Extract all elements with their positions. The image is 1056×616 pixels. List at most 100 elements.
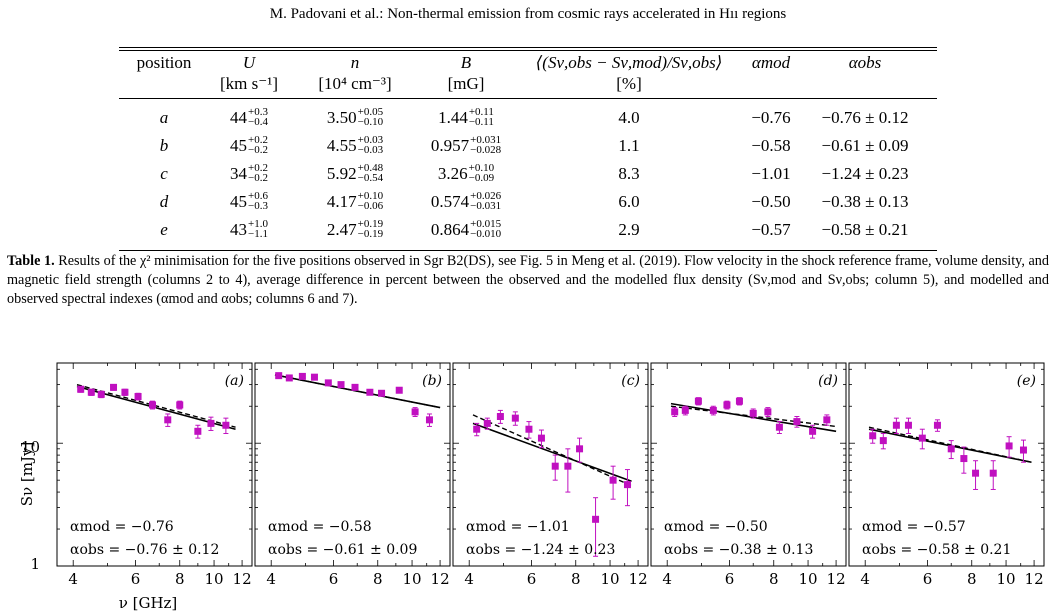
panel-e: 4 6 8 10 12 (e) αmod = −0.57 αobs = −0.58 ± 0.2…: [848, 362, 1045, 588]
cell-alpha-obs: −1.24 ± 0.23: [821, 164, 909, 183]
x-tick-label: 4: [266, 570, 276, 588]
cell-diff: 6.0: [618, 192, 640, 211]
data-point: [576, 445, 584, 453]
data-point: [411, 408, 419, 416]
obs-fit-line: [76, 383, 236, 428]
cell-U-errors: +0.2 −0.2: [248, 162, 268, 185]
cell-B-errors: +0.015 −0.010: [470, 218, 502, 240]
data-point: [366, 388, 374, 396]
cell-n: 5.92 +0.48 −0.54: [326, 162, 384, 185]
x-tick-label: 10: [601, 570, 620, 588]
data-point: [823, 416, 831, 424]
cell-B-errors: +0.10 −0.09: [468, 162, 495, 185]
cell-B-value: 3.26: [437, 164, 468, 183]
cell-U: 34 +0.2 −0.2: [230, 162, 268, 185]
data-point: [775, 423, 783, 431]
data-point: [496, 413, 504, 421]
x-tick-label: 10: [997, 570, 1016, 588]
data-point: [324, 379, 332, 387]
panel-d: 4 6 8 10 12 (d) αmod = −0.50 αobs = −0.38 ± 0.1…: [650, 362, 847, 588]
data-point: [918, 434, 926, 442]
table-top-rule-2: [119, 50, 937, 51]
cell-U-lower-error: −0.2: [248, 172, 268, 185]
cell-U-upper-error: +0.2: [248, 162, 268, 175]
data-point: [87, 388, 95, 396]
cell-U-upper-error: +0.3: [248, 106, 268, 119]
x-tick-label: 8: [967, 570, 977, 588]
col-header-n: n: [350, 53, 360, 72]
table-top-rule: [119, 47, 937, 48]
cell-n-upper-error: +0.48: [357, 162, 384, 175]
data-point: [869, 432, 877, 440]
cell-B-lower-error: −0.031: [470, 200, 502, 213]
x-tick-label: 10: [799, 570, 818, 588]
obs-fit-line: [670, 405, 837, 428]
cell-B-lower-error: −0.028: [470, 144, 502, 157]
alpha-obs-annotation: αobs = −0.58 ± 0.21: [862, 542, 1011, 558]
data-point: [110, 383, 118, 391]
x-tick-label: 4: [464, 570, 474, 588]
panel-frame: [56, 362, 253, 567]
cell-B-lower-error: −0.11: [468, 116, 494, 129]
cell-n: 3.50 +0.05 −0.10: [327, 107, 384, 129]
panel-c: 4 6 8 10 12 (c) αmod = −1.01 αobs = −1.24 ± 0.2…: [452, 362, 649, 588]
x-tick-label: 12: [827, 570, 846, 588]
cell-B-upper-error: +0.026: [470, 190, 502, 203]
cell-B-value: 0.864: [430, 220, 470, 239]
panel-frame: [254, 362, 451, 567]
alpha-obs-annotation: αobs = −1.24 ± 0.23: [466, 542, 615, 558]
cell-U-errors: +0.6 −0.3: [248, 190, 268, 213]
data-point: [793, 418, 801, 426]
cell-n-errors: +0.19 −0.19: [357, 219, 384, 241]
cell-n-value: 5.92: [326, 164, 357, 183]
data-point: [892, 421, 900, 429]
alpha-mod-annotation: αmod = −0.76: [70, 519, 174, 535]
data-point: [723, 401, 731, 409]
cell-U: 45 +0.6 −0.3: [230, 190, 268, 213]
cell-n-lower-error: −0.10: [357, 116, 384, 129]
cell-B-upper-error: +0.015: [470, 218, 502, 231]
cell-B: 0.957 +0.031 −0.028: [430, 135, 502, 157]
panel-label: (a): [225, 373, 244, 389]
panel-label: (d): [818, 373, 838, 389]
x-tick-label: 10: [205, 570, 224, 588]
data-point: [275, 372, 283, 380]
data-point: [511, 414, 519, 422]
panel-a: 4 6 8 10 12 (a) αmod = −0.76 αobs = −0.76 ± 0.1…: [56, 362, 253, 588]
cell-n-value: 4.17: [326, 192, 357, 211]
panel-label: (c): [621, 373, 640, 389]
cell-U-upper-error: +0.6: [248, 190, 268, 203]
cell-U-value: 43: [230, 220, 248, 239]
data-point: [694, 397, 702, 405]
data-point: [592, 515, 600, 523]
data-point: [809, 427, 817, 435]
data-point: [337, 381, 345, 389]
cell-U-value: 45: [230, 136, 248, 155]
cell-n-lower-error: −0.19: [357, 228, 384, 241]
data-point: [298, 372, 306, 380]
cell-diff: 4.0: [618, 108, 640, 127]
obs-fit-line: [868, 426, 1032, 463]
cell-B-errors: +0.026 −0.031: [470, 190, 502, 213]
cell-B-upper-error: +0.10: [468, 162, 495, 175]
cell-U-upper-error: +0.2: [248, 134, 268, 147]
cell-U-value: 45: [230, 192, 248, 211]
panel-frame: [650, 362, 847, 567]
cell-U: 44 +0.3 −0.4: [230, 106, 268, 129]
x-tick-label: 6: [329, 570, 339, 588]
cell-n-value: 2.47: [326, 220, 357, 239]
data-point: [709, 406, 717, 414]
data-point: [1005, 442, 1013, 450]
col-header-diff: ⟨(Sν,obs − Sν,mod)/Sν,obs⟩: [535, 53, 723, 72]
panel-frame: [848, 362, 1045, 567]
y-tick-label-1: 1: [30, 555, 40, 573]
cell-U-lower-error: −0.3: [248, 200, 268, 213]
cell-B: 1.44 +0.11 −0.11: [438, 107, 494, 129]
data-point: [194, 427, 202, 435]
data-point: [483, 419, 491, 427]
cell-B-value: 0.957: [430, 136, 470, 155]
cell-position: c: [160, 164, 168, 183]
model-fit-line: [472, 422, 632, 483]
cell-B-lower-error: −0.09: [468, 172, 495, 185]
x-tick-label: 4: [68, 570, 78, 588]
